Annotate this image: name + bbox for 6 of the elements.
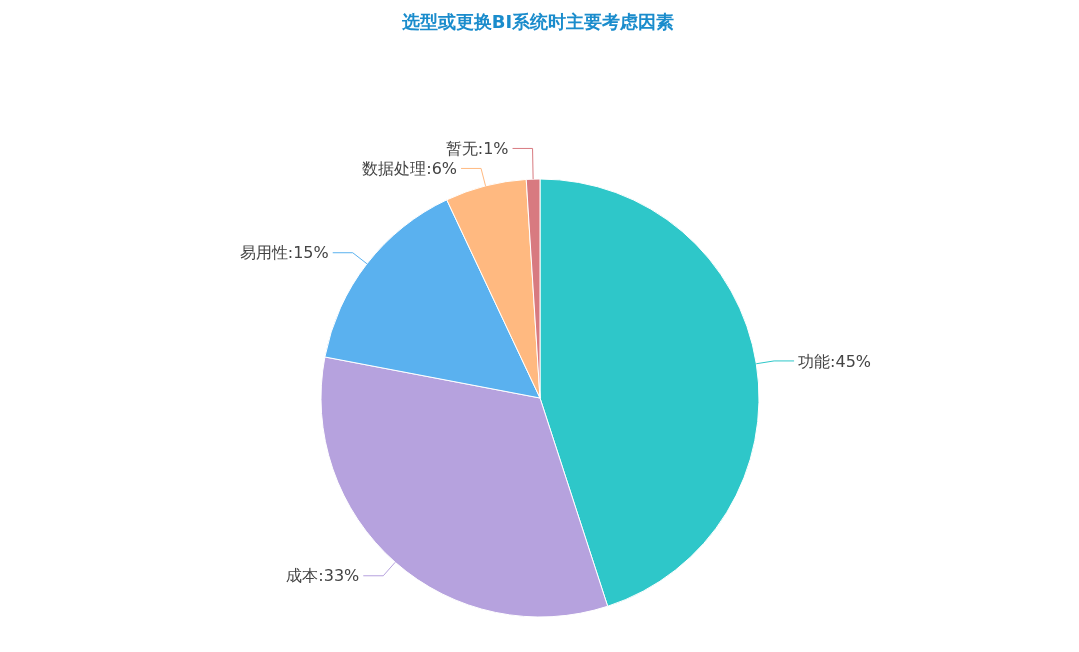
slice-label: 暂无:1% — [445, 139, 509, 159]
slice-label: 成本:33% — [286, 566, 360, 586]
chart-title: 选型或更换BI系统时主要考虑因素 — [400, 11, 675, 32]
slice-label: 功能:45% — [798, 351, 872, 371]
slice-label: 数据处理:6% — [362, 159, 458, 179]
slice-label: 易用性:15% — [239, 243, 329, 263]
